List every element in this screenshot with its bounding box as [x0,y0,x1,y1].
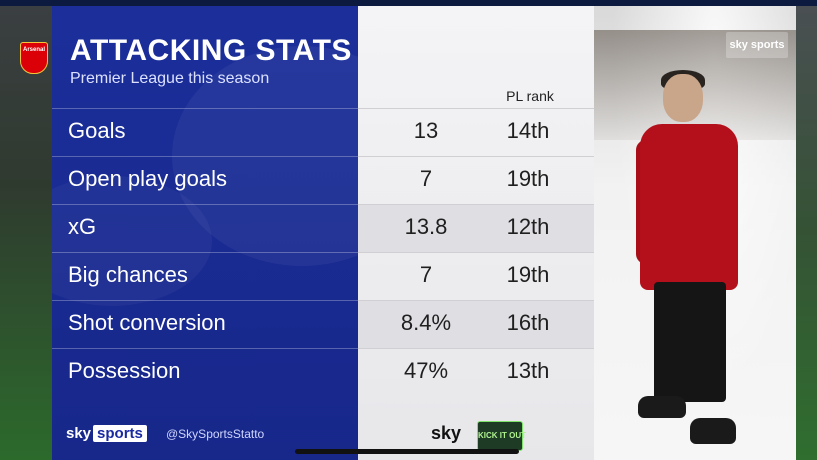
table-row: Goals 13 14th [52,108,594,156]
row-divider [52,348,594,349]
row-divider [52,252,594,253]
row-shade [358,300,594,348]
coach-shoe-left [638,396,686,418]
page-title: ATTACKING STATS [70,34,352,67]
stat-value: 7 [419,166,433,191]
row-shade [358,204,594,252]
cannon-watermark-2 [52,176,212,306]
stat-label: xG [68,214,97,239]
stat-value: 13 [413,118,439,143]
rank-column-header: PL rank [506,88,554,104]
stat-label: Possession [68,358,181,383]
coach-head [663,74,703,122]
row-divider [52,300,594,301]
home-indicator[interactable] [295,449,519,454]
stat-label: Goals [68,118,126,143]
stat-rank: 12th [506,214,550,239]
stats-table: Goals 13 14th Open play goals 7 19th xG … [52,108,594,396]
row-divider-light [358,348,594,349]
row-divider [52,156,594,157]
sky-logo-icon: sky [431,423,462,443]
table-row: Open play goals 7 19th [52,156,594,204]
row-divider-light [358,300,594,301]
stat-label: Open play goals [68,166,227,191]
kick-it-out-logo-icon: KICK IT OUT [477,421,526,451]
stat-value: 8.4% [400,310,452,335]
stat-value: 47% [403,358,449,383]
stat-rank: 16th [506,310,550,335]
table-row: xG 13.8 12th [52,204,594,252]
row-divider [52,108,594,109]
row-divider [52,204,594,205]
stat-value: 7 [419,262,433,287]
row-divider-light [358,156,594,157]
row-divider-light [358,252,594,253]
stat-rank: 14th [506,118,550,143]
table-row: Possession 47% 13th [52,348,594,396]
sports-text: sports [93,425,147,442]
arsenal-crest-icon: Arsenal [20,42,48,74]
broadcaster-logo-icon: sky sports [726,32,788,58]
stat-label: Big chances [68,262,188,287]
row-divider-light [358,108,594,109]
stat-rank: 19th [506,262,550,287]
sky-sports-logo-icon: sky sports [66,425,147,442]
stat-rank: 19th [506,166,550,191]
page-subtitle: Premier League this season [70,70,270,87]
top-bar [0,0,817,6]
twitter-handle: @SkySportsStatto [166,427,265,441]
badge-text: Arsenal [22,47,45,53]
coach-shoe-right [690,418,736,444]
sky-text: sky [66,425,92,442]
stat-value: 13.8 [404,214,448,239]
pitch-strip-right [796,0,817,460]
table-row: Big chances 7 19th [52,252,594,300]
row-divider-light [358,204,594,205]
stat-label: Shot conversion [68,310,226,335]
stats-label-panel [52,6,358,460]
stat-rank: 13th [506,358,550,383]
table-row: Shot conversion 8.4% 16th [52,300,594,348]
pitch-strip-left [0,0,52,460]
coach-legs [654,282,726,402]
coach-torso [640,124,738,290]
